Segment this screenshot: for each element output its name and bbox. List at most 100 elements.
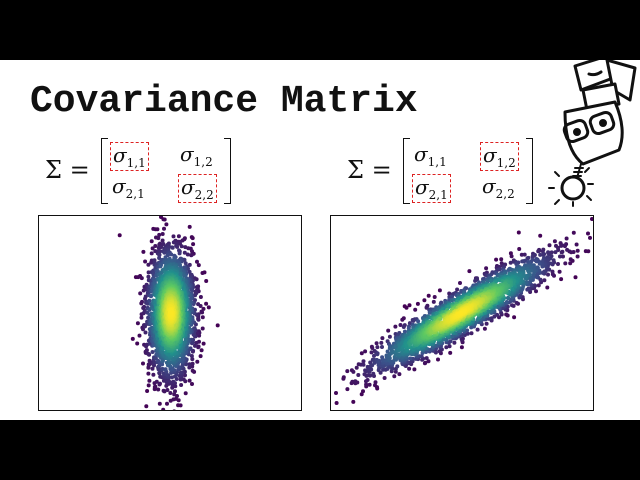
matrix-cell-1-1: σ1,1: [414, 142, 447, 169]
scatter-point: [196, 302, 201, 307]
scatter-point: [199, 309, 204, 314]
scatter-point: [379, 340, 384, 345]
scatter-point: [183, 373, 187, 378]
scatter-point: [371, 371, 376, 376]
scatter-point: [559, 243, 564, 248]
scatter-point: [195, 259, 199, 264]
scatter-point: [377, 358, 382, 363]
scatter-point: [187, 362, 192, 367]
scatter-point: [162, 217, 167, 222]
scatter-point: [341, 376, 346, 381]
scatter-point: [422, 298, 427, 303]
matrix-cell-2-2: σ2,2: [178, 174, 217, 203]
scatter-point: [436, 357, 440, 362]
scatter-point: [141, 249, 146, 254]
scatter-point: [196, 345, 201, 350]
scatter-point: [201, 341, 206, 346]
scatter-point: [146, 371, 151, 376]
scatter-point: [117, 233, 122, 238]
scatter-point: [406, 326, 411, 331]
scatter-point: [168, 391, 173, 395]
scatter-point: [365, 378, 370, 382]
scatter-point: [505, 304, 510, 309]
scatter-point: [187, 224, 192, 229]
scatter-point: [189, 235, 194, 240]
scatter-point: [146, 383, 151, 388]
scatter-point: [459, 345, 464, 350]
scatter-point: [158, 249, 163, 254]
scatter-point: [190, 368, 195, 373]
scatter-point: [369, 350, 374, 355]
scatter-point: [522, 252, 527, 257]
scatter-point: [538, 233, 543, 238]
scatter-point: [160, 232, 165, 236]
scatter-point: [484, 321, 489, 326]
scatter-point: [359, 351, 364, 356]
scatter-point: [170, 245, 175, 250]
scatter-point: [155, 227, 160, 232]
scatter-point: [499, 257, 504, 262]
scatter-point: [489, 316, 494, 321]
scatter-point: [172, 392, 177, 397]
scatter-point: [521, 259, 526, 264]
scatter-point: [508, 260, 513, 265]
scatter-point: [413, 307, 418, 312]
matrix-cell-1-1: σ1,1: [110, 142, 149, 171]
scatter-point: [146, 270, 151, 275]
scatter-point: [179, 244, 184, 249]
scatter-point: [176, 234, 181, 239]
scatter-point: [494, 257, 499, 262]
scatter-point: [398, 323, 403, 327]
scatter-point: [171, 240, 176, 245]
scatter-point: [571, 230, 576, 235]
scatter-point: [370, 346, 375, 350]
scatter-point: [171, 379, 176, 384]
scatter-point: [163, 367, 168, 372]
scatter-point: [374, 341, 379, 346]
scatter-point: [525, 287, 530, 292]
scatter-point: [215, 323, 220, 328]
scatter-point: [193, 343, 197, 348]
scatter-point: [345, 369, 350, 374]
scatter-point: [149, 260, 154, 265]
scatter-point: [193, 289, 198, 294]
scatter-point: [158, 264, 163, 269]
scatter-point: [195, 359, 200, 364]
scatter-point: [550, 269, 555, 274]
scatter-point: [551, 258, 556, 263]
scatter-point: [553, 250, 558, 255]
scatter-point: [447, 344, 452, 349]
scatter-point: [194, 285, 199, 290]
slide: Covariance Matrix Σ = σ1,1 σ1,2 σ2,1 σ2,…: [0, 60, 640, 420]
scatter-point: [154, 379, 159, 384]
matrix-cell-2-1: σ2,1: [112, 174, 145, 201]
scatter-point: [444, 345, 449, 350]
covariance-equation-offdiagonal: Σ = σ1,1 σ1,2 σ2,1 σ2,2: [347, 138, 547, 208]
slide-title: Covariance Matrix: [30, 80, 418, 123]
scatter-point: [574, 242, 579, 247]
scatter-point: [163, 250, 167, 255]
scatter-point: [206, 305, 211, 310]
scatter-point: [372, 360, 377, 365]
scatter-point: [191, 242, 196, 247]
scatter-point: [183, 261, 188, 266]
scatter-point: [458, 281, 462, 285]
scatter-point: [504, 300, 509, 304]
scatter-point: [137, 333, 142, 338]
scatter-point: [173, 389, 177, 394]
scatter-point: [431, 299, 436, 304]
scatter-point: [184, 362, 189, 367]
scatter-point: [171, 234, 176, 239]
scatter-point: [149, 239, 154, 244]
scatter-point: [516, 230, 521, 235]
scatter-point: [504, 312, 509, 317]
equation-lhs: Σ =: [347, 156, 392, 184]
scatter-point: [160, 238, 165, 243]
scatter-plot-uncorrelated: [38, 215, 302, 411]
scatter-point: [536, 249, 541, 254]
scatter-point: [408, 356, 413, 361]
scatter-point: [385, 349, 390, 354]
scatter-point: [198, 295, 203, 299]
scatter-point: [412, 367, 417, 372]
scatter-point: [176, 403, 181, 408]
